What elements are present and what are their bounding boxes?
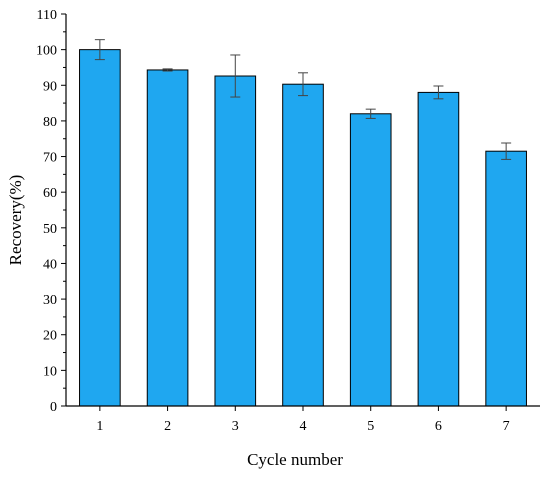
bar-cycle-3 — [214, 75, 257, 407]
y-tick-label-10: 10 — [43, 364, 57, 379]
y-tick-label-60: 60 — [43, 186, 57, 201]
x-tick-label-5: 5 — [367, 419, 374, 434]
x-tick-label-3: 3 — [232, 419, 239, 434]
y-tick-label-0: 0 — [50, 400, 57, 415]
plot-area: 0 10 20 30 40 50 60 70 80 90 100 110 1 2 3 4 5 6 7 — [36, 8, 540, 434]
x-tick-label-1: 1 — [96, 419, 103, 434]
y-tick-label-50: 50 — [43, 222, 57, 237]
bar-cycle-2 — [146, 69, 189, 407]
x-axis-label: Cycle number — [247, 450, 343, 469]
x-tick-label-7: 7 — [503, 419, 510, 434]
y-tick-label-80: 80 — [43, 115, 57, 130]
x-tick-label-4: 4 — [300, 419, 307, 434]
y-tick-label-90: 90 — [43, 79, 57, 94]
y-tick-label-110: 110 — [37, 8, 57, 23]
bar-cycle-5 — [349, 113, 392, 407]
y-tick-label-70: 70 — [43, 151, 57, 166]
y-tick-label-30: 30 — [43, 293, 57, 308]
y-axis-label: Recovery(%) — [6, 175, 25, 266]
x-tick-label-2: 2 — [164, 419, 171, 434]
x-tick-label-6: 6 — [435, 419, 442, 434]
y-tick-label-20: 20 — [43, 329, 57, 344]
y-tick-label-100: 100 — [36, 44, 57, 59]
bar-cycle-1 — [79, 49, 121, 407]
bar-cycle-4 — [282, 83, 324, 407]
y-tick-label-40: 40 — [43, 257, 57, 272]
bar-cycle-7 — [485, 150, 527, 407]
bar-cycle-6 — [417, 91, 460, 407]
